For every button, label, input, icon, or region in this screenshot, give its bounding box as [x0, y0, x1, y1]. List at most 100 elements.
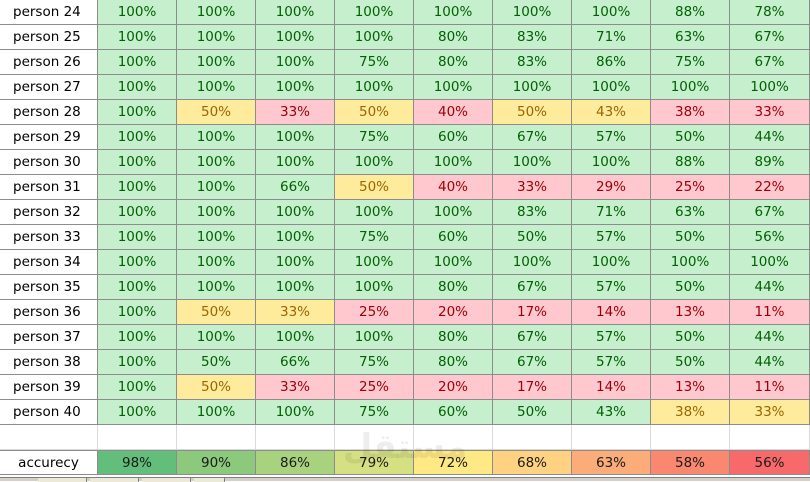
percentage-cell[interactable]: 67% — [730, 50, 810, 75]
percentage-cell[interactable]: 100% — [256, 275, 335, 300]
percentage-cell[interactable]: 67% — [493, 325, 572, 350]
percentage-cell[interactable]: 100% — [335, 325, 414, 350]
percentage-cell[interactable]: 50% — [493, 225, 572, 250]
percentage-cell[interactable]: 100% — [177, 275, 256, 300]
percentage-cell[interactable]: 100% — [98, 175, 177, 200]
percentage-cell[interactable]: 100% — [414, 0, 493, 25]
percentage-cell[interactable]: 89% — [730, 150, 810, 175]
empty-cell[interactable] — [730, 425, 810, 450]
percentage-cell[interactable]: 100% — [256, 325, 335, 350]
empty-cell[interactable] — [98, 425, 177, 450]
percentage-cell[interactable]: 100% — [414, 200, 493, 225]
percentage-cell[interactable]: 100% — [98, 350, 177, 375]
percentage-cell[interactable]: 71% — [572, 200, 651, 225]
percentage-cell[interactable]: 75% — [335, 225, 414, 250]
accuracy-cell[interactable]: 98% — [98, 450, 177, 475]
percentage-cell[interactable]: 50% — [651, 350, 730, 375]
percentage-cell[interactable]: 60% — [414, 125, 493, 150]
percentage-cell[interactable]: 40% — [414, 100, 493, 125]
percentage-cell[interactable]: 100% — [256, 250, 335, 275]
sheet-tab[interactable] — [38, 478, 87, 482]
percentage-cell[interactable]: 83% — [493, 50, 572, 75]
percentage-cell[interactable]: 25% — [335, 375, 414, 400]
percentage-cell[interactable]: 13% — [651, 375, 730, 400]
percentage-cell[interactable]: 66% — [256, 350, 335, 375]
percentage-cell[interactable]: 83% — [493, 25, 572, 50]
percentage-cell[interactable]: 33% — [730, 100, 810, 125]
row-label[interactable]: person 25 — [0, 25, 98, 50]
sheet-tab[interactable] — [90, 478, 139, 482]
row-label[interactable]: person 24 — [0, 0, 98, 25]
row-label[interactable]: person 38 — [0, 350, 98, 375]
percentage-cell[interactable]: 100% — [98, 75, 177, 100]
percentage-cell[interactable]: 100% — [177, 175, 256, 200]
percentage-cell[interactable]: 80% — [414, 325, 493, 350]
percentage-cell[interactable]: 56% — [730, 225, 810, 250]
percentage-cell[interactable]: 100% — [98, 325, 177, 350]
percentage-cell[interactable]: 38% — [651, 100, 730, 125]
percentage-cell[interactable]: 86% — [572, 50, 651, 75]
accuracy-label[interactable]: accurecy — [0, 450, 98, 475]
percentage-cell[interactable]: 20% — [414, 300, 493, 325]
percentage-cell[interactable]: 100% — [335, 275, 414, 300]
percentage-cell[interactable]: 100% — [335, 150, 414, 175]
accuracy-cell[interactable]: 63% — [572, 450, 651, 475]
percentage-cell[interactable]: 75% — [335, 350, 414, 375]
percentage-cell[interactable]: 100% — [572, 75, 651, 100]
percentage-cell[interactable]: 100% — [414, 75, 493, 100]
percentage-cell[interactable]: 80% — [414, 350, 493, 375]
percentage-cell[interactable]: 100% — [98, 125, 177, 150]
percentage-cell[interactable]: 88% — [651, 0, 730, 25]
percentage-cell[interactable]: 44% — [730, 350, 810, 375]
row-label[interactable]: person 31 — [0, 175, 98, 200]
percentage-cell[interactable]: 50% — [335, 175, 414, 200]
percentage-cell[interactable]: 50% — [493, 100, 572, 125]
percentage-cell[interactable]: 67% — [730, 25, 810, 50]
percentage-cell[interactable]: 60% — [414, 225, 493, 250]
percentage-cell[interactable]: 50% — [177, 100, 256, 125]
percentage-cell[interactable]: 100% — [256, 125, 335, 150]
accuracy-cell[interactable]: 58% — [651, 450, 730, 475]
percentage-cell[interactable]: 63% — [651, 200, 730, 225]
percentage-cell[interactable]: 66% — [256, 175, 335, 200]
percentage-cell[interactable]: 100% — [98, 275, 177, 300]
percentage-cell[interactable]: 50% — [177, 350, 256, 375]
row-label[interactable]: person 37 — [0, 325, 98, 350]
empty-cell[interactable] — [177, 425, 256, 450]
accuracy-cell[interactable]: 90% — [177, 450, 256, 475]
percentage-cell[interactable]: 44% — [730, 125, 810, 150]
percentage-cell[interactable]: 100% — [177, 75, 256, 100]
percentage-cell[interactable]: 50% — [493, 400, 572, 425]
percentage-cell[interactable]: 100% — [98, 25, 177, 50]
percentage-cell[interactable]: 100% — [414, 150, 493, 175]
row-label[interactable]: person 40 — [0, 400, 98, 425]
percentage-cell[interactable]: 100% — [98, 375, 177, 400]
percentage-cell[interactable]: 100% — [177, 400, 256, 425]
row-label[interactable]: person 35 — [0, 275, 98, 300]
empty-cell[interactable] — [256, 425, 335, 450]
percentage-cell[interactable]: 57% — [572, 325, 651, 350]
empty-cell[interactable] — [572, 425, 651, 450]
percentage-cell[interactable]: 33% — [256, 300, 335, 325]
percentage-cell[interactable]: 100% — [98, 300, 177, 325]
percentage-cell[interactable]: 100% — [256, 25, 335, 50]
percentage-cell[interactable]: 100% — [256, 200, 335, 225]
percentage-cell[interactable]: 33% — [256, 375, 335, 400]
percentage-cell[interactable]: 38% — [651, 400, 730, 425]
percentage-cell[interactable]: 100% — [256, 50, 335, 75]
percentage-cell[interactable]: 33% — [256, 100, 335, 125]
empty-cell[interactable] — [414, 425, 493, 450]
percentage-cell[interactable]: 100% — [730, 250, 810, 275]
percentage-cell[interactable]: 100% — [256, 75, 335, 100]
percentage-cell[interactable]: 100% — [177, 250, 256, 275]
percentage-cell[interactable]: 100% — [177, 125, 256, 150]
empty-cell[interactable] — [335, 425, 414, 450]
percentage-cell[interactable]: 100% — [572, 250, 651, 275]
percentage-cell[interactable]: 100% — [572, 150, 651, 175]
percentage-cell[interactable]: 78% — [730, 0, 810, 25]
percentage-cell[interactable]: 100% — [730, 75, 810, 100]
percentage-cell[interactable]: 100% — [335, 250, 414, 275]
percentage-cell[interactable]: 60% — [414, 400, 493, 425]
row-label[interactable]: person 36 — [0, 300, 98, 325]
percentage-cell[interactable]: 71% — [572, 25, 651, 50]
